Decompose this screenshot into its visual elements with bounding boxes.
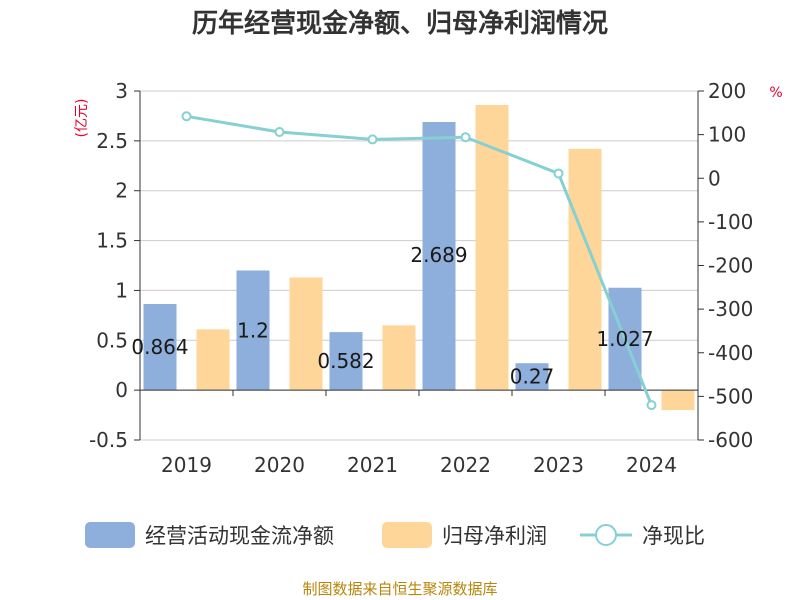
legend-label-cashflow: 经营活动现金流净额	[145, 524, 334, 548]
x-tick-label: 2020	[254, 453, 305, 477]
left-tick-label: 1.5	[96, 229, 128, 253]
source-note: 制图数据来自恒生聚源数据库	[302, 580, 497, 598]
bar-operating-cashflow	[329, 332, 363, 391]
data-label: 2.689	[410, 243, 467, 267]
bar-net-profit	[661, 390, 695, 411]
right-tick-label: -200	[708, 254, 753, 278]
right-tick-label: -300	[708, 297, 753, 321]
ratio-point	[553, 168, 564, 179]
legend-label-ratio: 净现比	[642, 524, 705, 548]
bar-operating-cashflow	[515, 363, 549, 391]
legend-label-profit: 归母净利润	[442, 524, 547, 548]
bar-operating-cashflow	[236, 270, 270, 391]
bar-net-profit	[382, 325, 416, 391]
ratio-point	[181, 111, 192, 122]
data-label: 0.27	[510, 365, 555, 389]
legend-swatch-profit	[382, 522, 432, 548]
bar-operating-cashflow	[143, 303, 177, 391]
ratio-point	[274, 127, 285, 138]
x-tick-label: 2023	[533, 453, 584, 477]
left-tick-label: 1	[115, 278, 128, 302]
data-label: 1.2	[237, 318, 269, 342]
right-tick-label: -600	[708, 428, 753, 452]
data-label: 0.864	[131, 335, 188, 359]
right-tick-label: -400	[708, 341, 753, 365]
right-tick-label: -500	[708, 384, 753, 408]
left-tick-label: -0.5	[89, 428, 128, 452]
ratio-point	[367, 134, 378, 145]
ratio-line	[181, 111, 657, 411]
left-tick-label: 0	[115, 378, 128, 402]
left-tick-label: 0.5	[96, 328, 128, 352]
left-tick-label: 2	[115, 179, 128, 203]
x-tick-label: 2022	[440, 453, 491, 477]
ratio-point	[460, 132, 471, 143]
bar-net-profit	[196, 329, 230, 391]
x-tick-label: 2019	[161, 453, 212, 477]
bars	[143, 104, 695, 411]
ratio-point	[646, 400, 657, 411]
axes	[134, 90, 704, 441]
right-tick-label: 100	[708, 123, 746, 147]
x-tick-label: 2024	[626, 453, 677, 477]
legend-swatch-cashflow	[85, 522, 135, 548]
legend-marker-ratio	[595, 524, 617, 546]
right-tick-label: -100	[708, 210, 753, 234]
bar-net-profit	[289, 277, 323, 391]
right-axis-unit: %	[769, 85, 782, 101]
data-label: 1.027	[596, 327, 653, 351]
left-tick-label: 3	[115, 79, 128, 103]
ratio-line-path	[186, 114, 653, 406]
bar-operating-cashflow	[422, 122, 456, 391]
tick-labels: 3 2.5 2 1.5 1 0.5 0 -0.5 200 100 0 -100 -200 -300 -400…	[89, 79, 753, 477]
data-labels: 0.864 1.2 0.582 2.689 0.27 1.027	[131, 243, 653, 389]
x-tick-label: 2021	[347, 453, 398, 477]
legend: 经营活动现金流净额 归母净利润 净现比	[85, 522, 705, 548]
right-tick-label: 200	[708, 79, 746, 103]
left-axis-unit: (亿元)	[74, 99, 90, 138]
left-tick-label: 2.5	[96, 129, 128, 153]
data-label: 0.582	[317, 349, 374, 373]
right-tick-label: 0	[708, 166, 721, 190]
chart-title: 历年经营现金净额、归母净利润情况	[192, 8, 608, 39]
